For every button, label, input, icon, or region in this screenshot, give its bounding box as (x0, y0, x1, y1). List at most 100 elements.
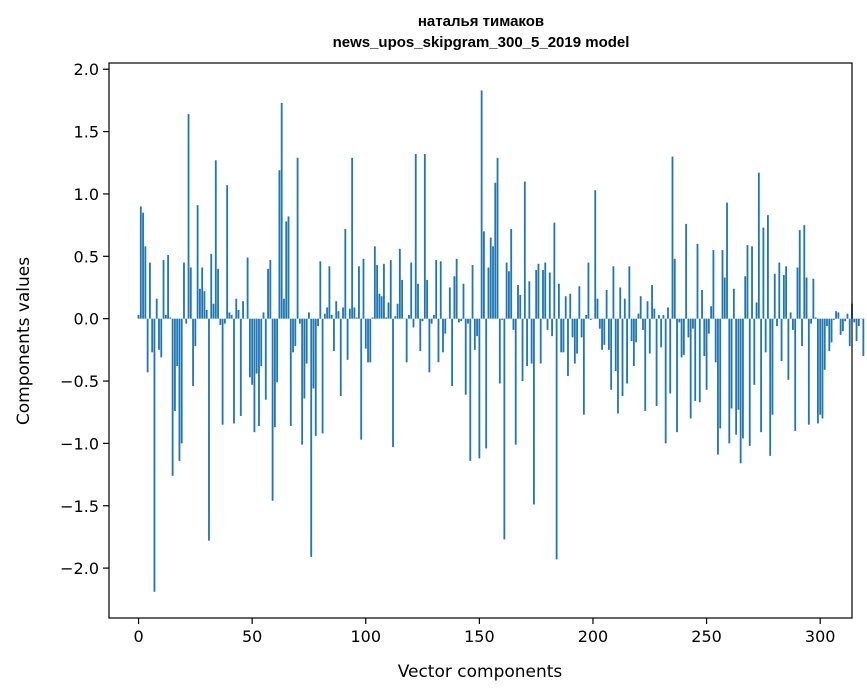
bar (473, 318, 476, 350)
bar (742, 318, 744, 439)
bar (464, 318, 467, 395)
bar (694, 318, 697, 401)
bar (769, 318, 772, 456)
bar (269, 260, 272, 319)
bar (569, 293, 572, 319)
bar (498, 318, 501, 384)
bar (176, 318, 179, 367)
bar (492, 246, 494, 319)
bar (717, 318, 719, 455)
bar (764, 318, 767, 353)
y-axis-ticks: −2.0 −1.5 −1.0 −0.5 0.0 0.5 1.0 1.5 2.0 (60, 60, 109, 578)
bar (848, 318, 851, 347)
bar (607, 318, 610, 350)
bar (401, 280, 404, 319)
bar (317, 318, 319, 327)
bar (278, 170, 281, 319)
bar (837, 312, 840, 319)
bar (542, 270, 544, 319)
bar (826, 318, 828, 327)
bar (712, 250, 715, 319)
bar (596, 298, 599, 319)
bar (757, 172, 760, 319)
bar (798, 230, 801, 319)
bar (289, 318, 292, 426)
bar (371, 317, 374, 319)
bar (723, 277, 726, 319)
bar (787, 318, 790, 380)
bar (689, 318, 692, 419)
bar (153, 318, 156, 592)
bar (471, 265, 474, 319)
bar (264, 318, 267, 400)
bar (846, 313, 849, 319)
bar (228, 312, 231, 319)
bar (830, 318, 833, 343)
bar (648, 318, 651, 354)
bar (146, 318, 149, 373)
bar (532, 318, 535, 505)
bar (662, 314, 665, 319)
bar (164, 314, 167, 319)
bar (280, 102, 283, 319)
bar (803, 225, 806, 319)
bar (451, 318, 454, 387)
bar (410, 262, 413, 319)
y-tick-label: 1.5 (74, 123, 99, 142)
bar (203, 291, 206, 319)
bar (744, 276, 747, 319)
bar (855, 318, 858, 342)
bar (358, 266, 360, 319)
bar (346, 318, 349, 360)
bar (794, 318, 797, 431)
bar (705, 318, 708, 390)
bar (180, 318, 183, 444)
y-tick-label: 0.0 (74, 310, 99, 329)
bar (301, 318, 304, 445)
bar (258, 318, 260, 426)
bar (423, 154, 426, 319)
bar (262, 312, 265, 319)
bar (453, 276, 456, 319)
bar (589, 318, 592, 320)
bar (267, 268, 269, 319)
bar (296, 157, 299, 319)
bar (557, 283, 560, 319)
bar (669, 318, 672, 394)
bar (646, 301, 649, 319)
bar (223, 318, 226, 324)
bar (339, 318, 342, 396)
x-tick-label: 200 (578, 627, 609, 646)
bar (487, 267, 490, 319)
bar (692, 318, 694, 329)
bar (792, 318, 794, 330)
bar (448, 287, 451, 319)
bar (835, 311, 838, 319)
bar (253, 318, 256, 433)
bar (728, 318, 731, 444)
bar (730, 318, 733, 409)
bar (337, 311, 340, 319)
bar (394, 316, 397, 319)
bar (776, 318, 778, 327)
y-tick-label: −2.0 (60, 559, 99, 578)
bar (353, 307, 356, 319)
x-axis-label: Vector components (398, 662, 563, 682)
bar (639, 296, 642, 319)
bar (562, 318, 565, 353)
bar (348, 308, 351, 319)
x-tick-label: 50 (242, 627, 262, 646)
bars (137, 90, 865, 592)
plot-frame (108, 62, 853, 619)
bar (276, 318, 279, 383)
bar (283, 298, 285, 319)
bar (762, 227, 765, 319)
bar (807, 318, 810, 425)
bar (703, 318, 706, 357)
bar (832, 318, 835, 320)
bar (862, 318, 865, 357)
bar (235, 298, 238, 319)
bar (667, 307, 669, 319)
bar (321, 318, 324, 434)
